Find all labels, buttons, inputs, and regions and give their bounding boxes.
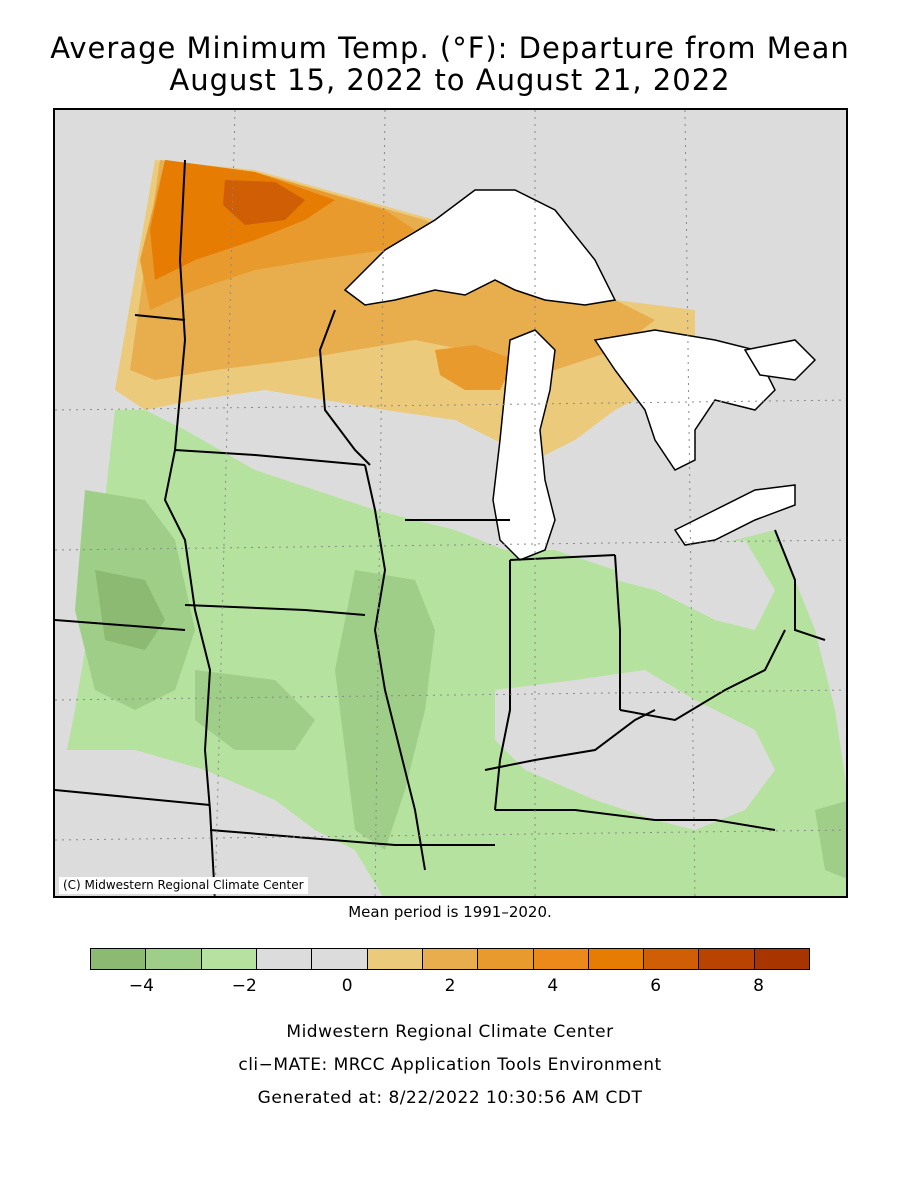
region-gray-patch1 [55,750,383,896]
legend-tick-label: −2 [231,976,257,996]
legend-swatch [91,949,147,969]
color-legend [90,948,810,970]
lake-huron [593,329,776,471]
legend-tick-label: −4 [128,976,154,996]
map-canvas [55,110,846,896]
region-minus4 [95,570,165,650]
region-minus3b [335,570,435,850]
legend-tick-label: 8 [753,976,764,996]
legend-swatch [256,949,313,969]
region-gray-patch2 [495,670,775,830]
legend-tick-label: 6 [650,976,662,996]
lake-michigan [492,329,556,561]
footer-tool: cli−MATE: MRCC Application Tools Environ… [238,1055,662,1075]
map-panel: (C) Midwestern Regional Climate Center [53,108,848,898]
region-minus3c [195,670,315,750]
lake-ontario [743,339,817,381]
legend-swatch [146,949,202,969]
legend-swatch [312,949,368,969]
map-credit: (C) Midwestern Regional Climate Center [59,877,308,894]
legend-swatch [754,949,810,969]
lake-superior [343,189,617,306]
legend-tick-label: 4 [547,976,559,996]
legend-swatch [699,949,755,969]
state-boundaries [55,159,826,896]
legend-tick-label: 2 [444,976,456,996]
legend-tick-label: 0 [341,976,353,996]
region-gray-patch3 [615,540,775,630]
legend-swatch [367,949,423,969]
legend-swatch [644,949,700,969]
legend-swatch [533,949,589,969]
region-plus6 [223,180,305,225]
legend-swatch [478,949,534,969]
lake-erie [673,484,796,546]
graticule [55,110,846,896]
map-date-range: August 15, 2022 to August 21, 2022 [169,63,731,97]
mean-period-note: Mean period is 1991–2020. [348,903,552,921]
region-minus3d [815,801,846,879]
footer-generated: Generated at: 8/22/2022 10:30:56 AM CDT [257,1088,643,1108]
legend-swatch [588,949,645,969]
legend-swatch [422,949,479,969]
region-plus3b [435,345,515,390]
map-title: Average Minimum Temp. (°F): Departure fr… [50,31,850,65]
footer-org: Midwestern Regional Climate Center [286,1022,614,1042]
legend-swatch [201,949,257,969]
